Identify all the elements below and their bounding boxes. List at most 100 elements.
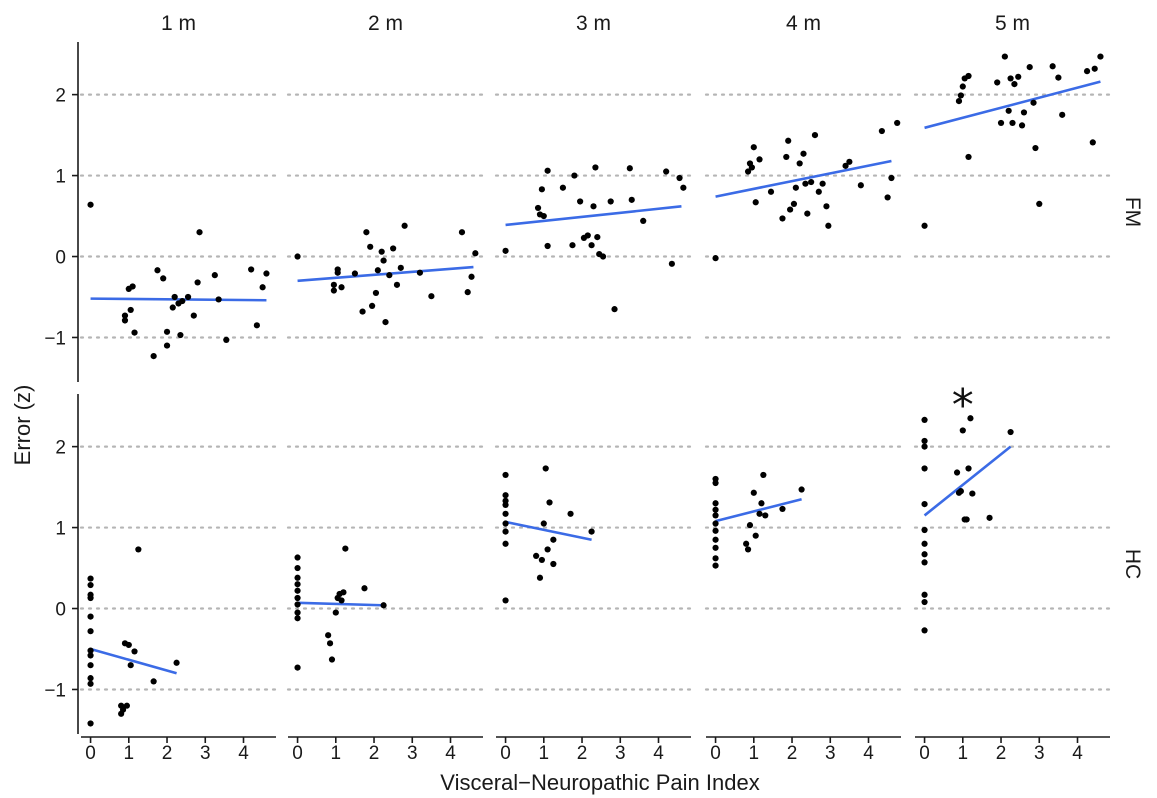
regression-line bbox=[297, 601, 384, 607]
x-tick-label: 2 bbox=[162, 743, 173, 764]
data-point bbox=[468, 273, 475, 280]
data-point bbox=[1091, 65, 1098, 72]
data-point bbox=[921, 627, 928, 634]
regression-line bbox=[505, 520, 592, 541]
data-point bbox=[332, 609, 339, 616]
data-point bbox=[127, 662, 134, 669]
data-point bbox=[676, 174, 683, 182]
data-point bbox=[177, 331, 184, 339]
data-point bbox=[87, 613, 94, 620]
data-point bbox=[1030, 99, 1037, 106]
data-point bbox=[712, 562, 719, 569]
data-point bbox=[458, 229, 466, 236]
data-point bbox=[750, 144, 757, 151]
data-point bbox=[785, 137, 792, 144]
data-point bbox=[743, 540, 750, 547]
data-point bbox=[196, 229, 203, 236]
data-point bbox=[502, 597, 509, 604]
data-point bbox=[921, 437, 928, 445]
data-point bbox=[393, 281, 401, 288]
data-point bbox=[804, 210, 811, 217]
data-point bbox=[1049, 63, 1056, 70]
data-point bbox=[361, 585, 368, 592]
data-point bbox=[502, 247, 509, 254]
y-tick-label: −1 bbox=[44, 680, 66, 701]
data-point bbox=[359, 308, 366, 315]
data-point bbox=[538, 186, 545, 193]
data-point bbox=[294, 574, 301, 581]
data-point bbox=[712, 512, 719, 519]
data-point bbox=[87, 652, 94, 659]
data-point bbox=[969, 490, 976, 497]
data-point bbox=[223, 336, 230, 344]
regression-line bbox=[715, 159, 892, 198]
data-point bbox=[428, 293, 435, 300]
data-point bbox=[957, 92, 964, 99]
data-point bbox=[628, 196, 635, 203]
data-point bbox=[294, 615, 301, 622]
data-point bbox=[294, 664, 301, 671]
data-point bbox=[294, 581, 301, 588]
data-point bbox=[894, 119, 901, 127]
data-point bbox=[374, 267, 381, 274]
data-point bbox=[87, 647, 94, 654]
data-point bbox=[921, 540, 928, 547]
data-point bbox=[1001, 53, 1008, 60]
data-point bbox=[502, 510, 509, 517]
data-point bbox=[87, 581, 94, 589]
data-point bbox=[712, 527, 719, 534]
x-tick-label: 3 bbox=[407, 743, 418, 764]
data-point bbox=[248, 266, 255, 273]
y-tick-label: 1 bbox=[55, 519, 66, 540]
data-point bbox=[533, 552, 540, 560]
data-point bbox=[802, 180, 809, 187]
data-point bbox=[1015, 73, 1022, 80]
data-point bbox=[611, 306, 618, 313]
data-point bbox=[367, 243, 374, 250]
data-point bbox=[921, 222, 928, 229]
data-point bbox=[752, 199, 759, 206]
data-point bbox=[963, 516, 970, 523]
data-point bbox=[546, 499, 553, 506]
y-tick-label: 2 bbox=[55, 438, 66, 459]
x-tick-label: 1 bbox=[749, 743, 760, 764]
data-point bbox=[382, 318, 389, 326]
data-point bbox=[959, 427, 966, 434]
data-point bbox=[1026, 63, 1033, 71]
x-tick-label: 4 bbox=[653, 743, 664, 764]
data-point bbox=[787, 206, 794, 213]
regression-line bbox=[505, 205, 682, 227]
data-point bbox=[464, 289, 471, 296]
data-point bbox=[472, 250, 479, 257]
data-point bbox=[796, 160, 803, 167]
data-point bbox=[253, 322, 260, 329]
data-point bbox=[1009, 119, 1016, 127]
x-tick-label: 4 bbox=[863, 743, 874, 764]
x-tick-label: 4 bbox=[238, 743, 249, 764]
y-axis-title: Error (z) bbox=[10, 385, 35, 466]
data-point bbox=[857, 182, 864, 189]
data-point bbox=[294, 587, 301, 594]
data-point bbox=[502, 471, 509, 479]
x-tick-label: 4 bbox=[445, 743, 456, 764]
x-tick-label: 1 bbox=[539, 743, 550, 764]
data-point bbox=[351, 270, 359, 277]
regression-line bbox=[90, 297, 267, 302]
data-point bbox=[758, 500, 765, 507]
data-point bbox=[294, 554, 301, 561]
data-point bbox=[842, 162, 849, 169]
x-tick-label: 3 bbox=[1034, 743, 1045, 764]
x-tick-label: 4 bbox=[1072, 743, 1083, 764]
data-point bbox=[965, 72, 972, 80]
data-point bbox=[1007, 428, 1014, 436]
data-point bbox=[87, 662, 94, 669]
data-point bbox=[87, 575, 94, 582]
data-point bbox=[569, 242, 576, 249]
data-point bbox=[888, 174, 895, 182]
data-point bbox=[171, 293, 178, 301]
data-point bbox=[550, 536, 557, 543]
data-point bbox=[538, 556, 545, 564]
data-point bbox=[502, 540, 509, 547]
data-point bbox=[957, 488, 964, 495]
x-tick-label: 0 bbox=[85, 743, 96, 764]
